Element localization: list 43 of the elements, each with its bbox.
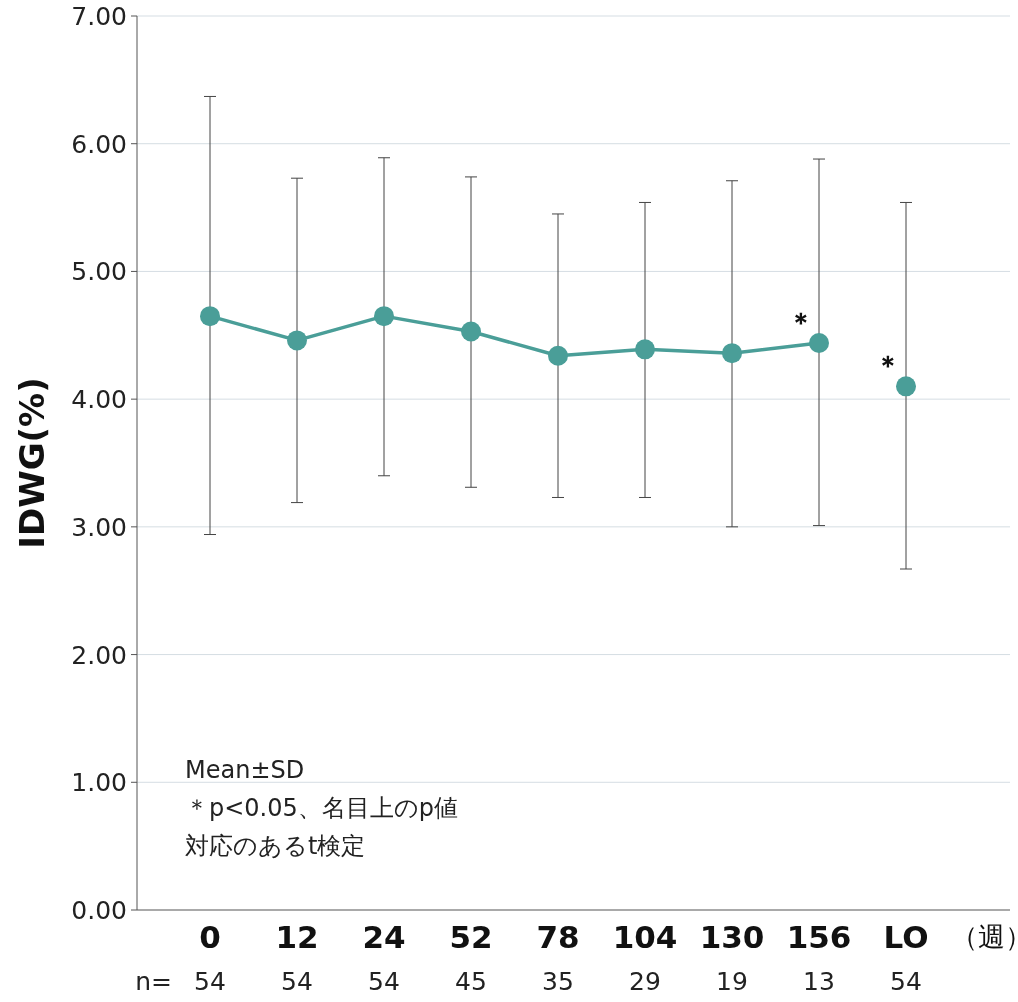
- text: 54: [890, 967, 922, 996]
- y-tick-label: 1.00: [71, 768, 127, 798]
- x-tick-label: 104: [612, 919, 678, 955]
- point: [635, 339, 655, 360]
- text: 54: [281, 967, 313, 996]
- x-tick-label: 130: [699, 919, 765, 955]
- y-tick-label: 6.00: [71, 129, 127, 159]
- y-tick-label: 0.00: [71, 896, 127, 925]
- text: 54: [194, 967, 226, 996]
- annotation: ＊: [875, 350, 901, 381]
- point: [722, 343, 742, 364]
- annotation: 対応のあるt検定: [185, 832, 366, 860]
- text: 13: [803, 967, 835, 996]
- point: [896, 376, 916, 397]
- y-tick-label: 4.00: [71, 385, 127, 415]
- x-tick-label: 24: [362, 919, 406, 955]
- x-axis-title: （週）: [951, 921, 1018, 952]
- annotation: Mean±SD: [185, 756, 305, 784]
- x-tick-label: 12: [275, 919, 319, 955]
- point: [809, 332, 829, 353]
- y-tick-label: 2.00: [71, 640, 127, 670]
- y-tick-label: 7.00: [71, 2, 127, 31]
- text: 35: [542, 967, 574, 996]
- point: [374, 306, 394, 327]
- x-tick-label: 156: [786, 919, 852, 955]
- point: [287, 330, 307, 351]
- point: [548, 345, 568, 366]
- point: [461, 321, 481, 342]
- x-tick-label: 52: [449, 919, 493, 955]
- y-tick-label: 5.00: [71, 257, 127, 287]
- annotation: ＊p<0.05、名目上のp値: [185, 794, 459, 822]
- text: n=: [135, 967, 172, 996]
- x-tick-label: 78: [536, 919, 580, 955]
- point: [200, 306, 220, 327]
- x-tick-label: LO: [883, 919, 929, 955]
- text: 19: [716, 967, 748, 996]
- text: 45: [455, 967, 487, 996]
- annotation: ＊: [788, 306, 814, 337]
- text: 29: [629, 967, 661, 996]
- text: 54: [368, 967, 400, 996]
- y-axis-title: IDWG(%): [12, 377, 52, 549]
- y-tick-label: 3.00: [71, 512, 127, 542]
- x-tick-label: 0: [199, 919, 221, 955]
